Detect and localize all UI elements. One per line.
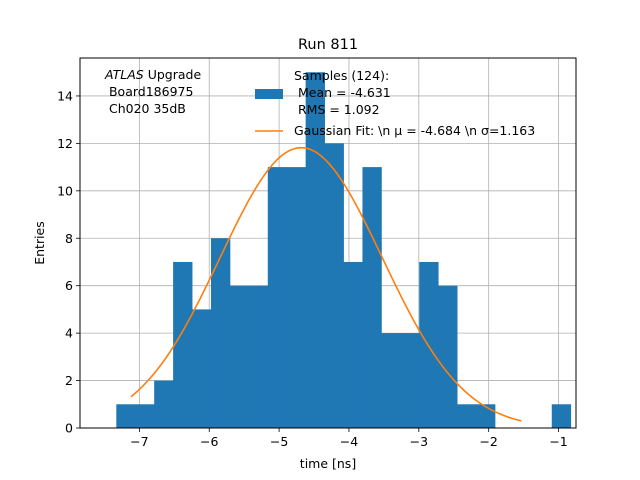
histogram-bar <box>154 380 174 428</box>
legend-fit-label: Gaussian Fit: \n μ = -4.684 \n σ=1.163 <box>294 123 535 138</box>
histogram-bar <box>116 404 136 428</box>
histogram-bar <box>135 404 155 428</box>
y-tick-label: 2 <box>65 373 73 388</box>
annotation-line-1: ATLAS Upgrade <box>104 67 201 82</box>
x-tick-label: −3 <box>410 434 428 449</box>
x-tick-label: −5 <box>270 434 288 449</box>
histogram-bar <box>267 167 288 428</box>
annotation-upgrade: Upgrade <box>144 67 202 82</box>
histogram-bar <box>343 261 363 428</box>
histogram-bar <box>476 404 496 428</box>
histogram-bar <box>248 285 269 428</box>
legend-samples-line-3: RMS = 1.092 <box>294 102 380 117</box>
legend-samples-line-1: Samples (124): <box>294 68 389 83</box>
y-tick-label: 6 <box>65 278 73 293</box>
legend-samples-line-2: Mean = -4.631 <box>294 85 391 100</box>
histogram-bar <box>192 309 212 428</box>
fit-curve-layer <box>130 146 522 422</box>
annotation-atlas-italic: ATLAS <box>104 67 144 82</box>
histogram-bar <box>286 167 307 428</box>
axis-ticks: −7 −6 −5 −4 −3 −2 −1 0 2 4 6 8 10 12 14 <box>57 88 568 449</box>
y-tick-label: 14 <box>57 88 73 103</box>
histogram-bar <box>551 404 572 428</box>
annotation-line-2: Board186975 <box>105 84 193 99</box>
histogram-bar <box>438 285 458 428</box>
legend: Samples (124): Mean = -4.631 RMS = 1.092… <box>255 68 535 138</box>
x-tick-label: −1 <box>549 434 567 449</box>
histogram-bar <box>229 285 250 428</box>
x-tick-label: −4 <box>340 434 358 449</box>
x-tick-label: −2 <box>479 434 497 449</box>
annotation-line-3: Ch020 35dB <box>105 101 186 116</box>
x-tick-label: −6 <box>200 434 218 449</box>
gaussian-fit-line <box>130 146 522 422</box>
histogram-bar <box>362 167 382 428</box>
histogram-bar <box>400 333 420 428</box>
chart-title: Run 811 <box>298 37 358 53</box>
histogram-bar <box>457 404 477 428</box>
legend-samples-patch <box>255 89 283 99</box>
histogram-bar <box>210 238 231 428</box>
x-axis-label: time [ns] <box>300 456 356 471</box>
y-axis-label: Entries <box>32 221 47 265</box>
y-tick-label: 0 <box>65 421 73 436</box>
y-tick-label: 8 <box>65 231 73 246</box>
x-tick-label: −7 <box>130 434 148 449</box>
y-tick-label: 10 <box>57 183 73 198</box>
histogram-bar <box>419 261 439 428</box>
y-tick-label: 4 <box>65 326 73 341</box>
histogram-bar <box>381 333 401 428</box>
y-tick-label: 12 <box>57 136 73 151</box>
atlas-annotation: ATLAS Upgrade Board186975 Ch020 35dB <box>104 67 201 116</box>
histogram-bar <box>324 143 344 428</box>
histogram-bar <box>173 261 193 428</box>
histogram-bars <box>116 72 572 428</box>
histogram-bar <box>305 72 325 428</box>
plot-frame <box>79 57 577 429</box>
